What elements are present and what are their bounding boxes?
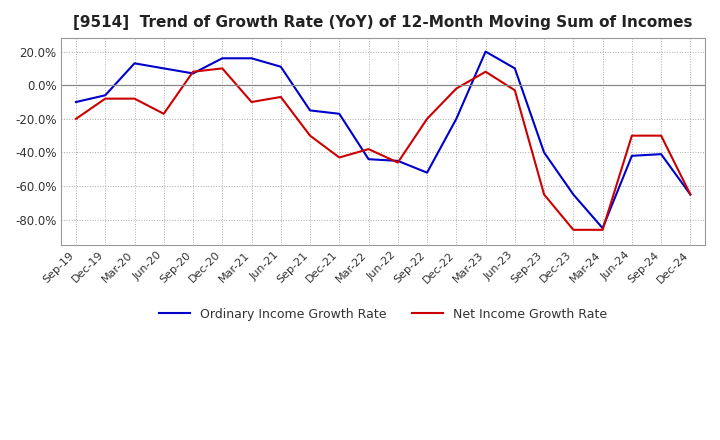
Net Income Growth Rate (423, 116, 431, 121)
Ordinary Income Growth Rate (306, 108, 315, 113)
Net Income Growth Rate (189, 69, 197, 74)
Net Income Growth Rate (130, 96, 139, 101)
Net Income Growth Rate (306, 133, 315, 138)
Ordinary Income Growth Rate (540, 150, 549, 155)
Title: [9514]  Trend of Growth Rate (YoY) of 12-Month Moving Sum of Incomes: [9514] Trend of Growth Rate (YoY) of 12-… (73, 15, 693, 30)
Ordinary Income Growth Rate (364, 157, 373, 162)
Ordinary Income Growth Rate (394, 158, 402, 164)
Net Income Growth Rate (364, 147, 373, 152)
Ordinary Income Growth Rate (247, 55, 256, 61)
Net Income Growth Rate (569, 227, 577, 232)
Ordinary Income Growth Rate (130, 61, 139, 66)
Net Income Growth Rate (481, 69, 490, 74)
Ordinary Income Growth Rate (598, 225, 607, 231)
Ordinary Income Growth Rate (657, 151, 665, 157)
Ordinary Income Growth Rate (628, 153, 636, 158)
Net Income Growth Rate (101, 96, 109, 101)
Ordinary Income Growth Rate (481, 49, 490, 54)
Net Income Growth Rate (598, 227, 607, 232)
Net Income Growth Rate (276, 94, 285, 99)
Net Income Growth Rate (247, 99, 256, 105)
Net Income Growth Rate (628, 133, 636, 138)
Ordinary Income Growth Rate (72, 99, 81, 105)
Net Income Growth Rate (657, 133, 665, 138)
Ordinary Income Growth Rate (510, 66, 519, 71)
Net Income Growth Rate (510, 88, 519, 93)
Line: Net Income Growth Rate: Net Income Growth Rate (76, 68, 690, 230)
Net Income Growth Rate (218, 66, 227, 71)
Line: Ordinary Income Growth Rate: Ordinary Income Growth Rate (76, 51, 690, 228)
Net Income Growth Rate (72, 116, 81, 121)
Ordinary Income Growth Rate (423, 170, 431, 175)
Ordinary Income Growth Rate (276, 64, 285, 70)
Ordinary Income Growth Rate (159, 66, 168, 71)
Ordinary Income Growth Rate (452, 116, 461, 121)
Ordinary Income Growth Rate (189, 71, 197, 76)
Legend: Ordinary Income Growth Rate, Net Income Growth Rate: Ordinary Income Growth Rate, Net Income … (154, 303, 612, 326)
Net Income Growth Rate (394, 160, 402, 165)
Net Income Growth Rate (686, 192, 695, 197)
Ordinary Income Growth Rate (335, 111, 343, 117)
Net Income Growth Rate (159, 111, 168, 117)
Ordinary Income Growth Rate (569, 192, 577, 197)
Net Income Growth Rate (540, 192, 549, 197)
Net Income Growth Rate (335, 155, 343, 160)
Ordinary Income Growth Rate (686, 192, 695, 197)
Ordinary Income Growth Rate (101, 93, 109, 98)
Net Income Growth Rate (452, 86, 461, 91)
Ordinary Income Growth Rate (218, 55, 227, 61)
